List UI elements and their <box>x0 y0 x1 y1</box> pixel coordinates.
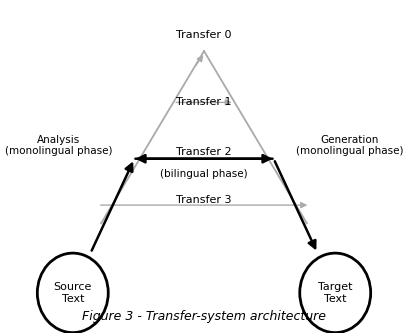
Text: Transfer 3: Transfer 3 <box>176 195 232 205</box>
Text: Target
Text: Target Text <box>318 282 353 304</box>
Text: Source
Text: Source Text <box>53 282 92 304</box>
Text: Generation
(monolingual phase): Generation (monolingual phase) <box>296 135 403 156</box>
Text: Transfer 1: Transfer 1 <box>176 98 232 108</box>
Text: (bilingual phase): (bilingual phase) <box>160 169 248 179</box>
Text: Figure 3 - Transfer-system architecture: Figure 3 - Transfer-system architecture <box>82 310 326 323</box>
Text: Analysis
(monolingual phase): Analysis (monolingual phase) <box>5 135 112 156</box>
Text: Transfer 0: Transfer 0 <box>176 29 232 39</box>
Text: Transfer 2: Transfer 2 <box>176 147 232 157</box>
